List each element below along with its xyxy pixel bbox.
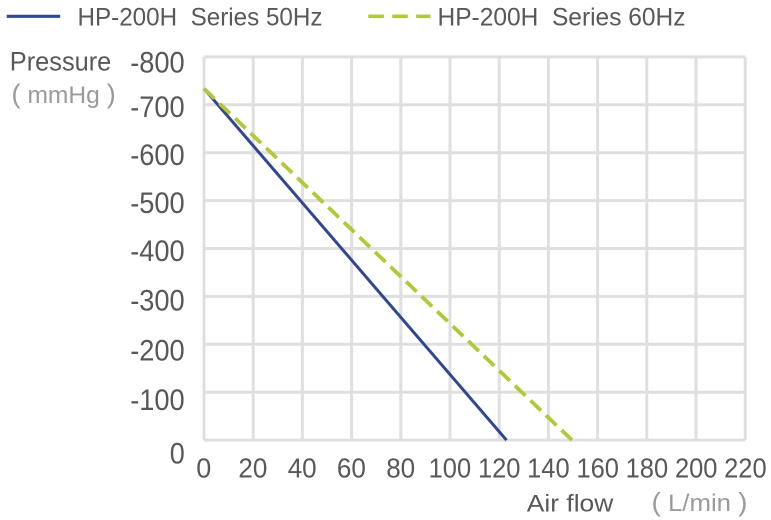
svg-text:-600: -600 (130, 139, 185, 172)
svg-text:80: 80 (386, 452, 415, 483)
svg-text:-400: -400 (130, 235, 185, 268)
svg-text:-100: -100 (130, 384, 185, 417)
svg-text:220: 220 (724, 452, 767, 483)
svg-text:60: 60 (337, 452, 366, 483)
svg-text:( L/min ): ( L/min ) (652, 487, 748, 517)
svg-text:-500: -500 (130, 187, 185, 220)
svg-text:-300: -300 (130, 285, 185, 318)
svg-text:HP-200H Series 50Hz: HP-200H Series 50Hz (78, 4, 323, 32)
svg-text:0: 0 (170, 437, 185, 470)
svg-text:0: 0 (196, 452, 211, 483)
svg-text:( mmHg ): ( mmHg ) (11, 79, 116, 109)
svg-text:Air flow: Air flow (527, 491, 614, 518)
svg-text:20: 20 (238, 452, 267, 483)
svg-text:Pressure: Pressure (10, 46, 112, 76)
svg-text:-800: -800 (130, 46, 185, 79)
svg-text:HP-200H Series 60Hz: HP-200H Series 60Hz (438, 4, 686, 32)
svg-text:-200: -200 (130, 334, 185, 367)
svg-text:140: 140 (527, 452, 570, 483)
svg-text:200: 200 (675, 452, 718, 483)
svg-text:-700: -700 (130, 91, 185, 124)
svg-text:40: 40 (288, 452, 317, 483)
svg-text:100: 100 (429, 452, 472, 483)
svg-text:160: 160 (576, 452, 619, 483)
svg-text:120: 120 (478, 452, 521, 483)
svg-text:180: 180 (626, 452, 669, 483)
